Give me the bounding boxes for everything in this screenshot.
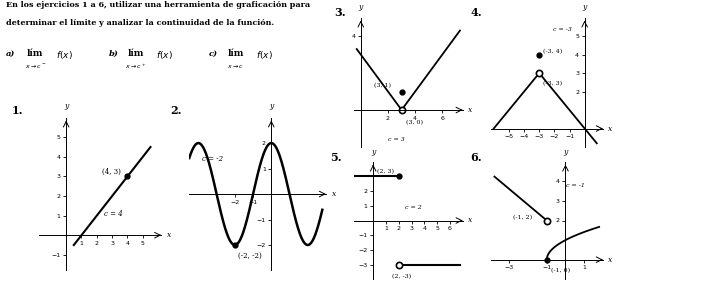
Text: c = 2: c = 2: [405, 205, 422, 210]
Text: a): a): [6, 50, 15, 58]
Text: 4.: 4.: [470, 7, 482, 18]
Text: y: y: [64, 102, 68, 110]
Text: x: x: [468, 216, 472, 225]
Text: c): c): [209, 50, 218, 58]
Text: 2.: 2.: [170, 105, 182, 116]
Text: determinar el límite y analizar la continuidad de la función.: determinar el límite y analizar la conti…: [6, 19, 273, 27]
Text: x: x: [608, 125, 612, 133]
Text: c = -2: c = -2: [202, 155, 223, 163]
Text: x: x: [468, 106, 472, 114]
Text: $f(x)$: $f(x)$: [256, 49, 273, 61]
Text: c = 3: c = 3: [388, 138, 404, 143]
Text: c = -1: c = -1: [566, 183, 585, 188]
Text: y: y: [564, 148, 568, 156]
Text: y: y: [583, 3, 587, 11]
Text: En los ejercicios 1 a 6, utilizar una herramienta de graficación para: En los ejercicios 1 a 6, utilizar una he…: [6, 1, 310, 9]
Text: (3, 1): (3, 1): [374, 83, 390, 88]
Text: y: y: [371, 148, 375, 156]
Text: $x \to c^-$: $x \to c^-$: [25, 62, 46, 70]
Text: (2, -3): (2, -3): [392, 274, 411, 280]
Text: x: x: [608, 256, 612, 264]
Text: (-1, 0): (-1, 0): [551, 268, 570, 273]
Text: y: y: [269, 102, 273, 110]
Text: x: x: [332, 190, 336, 198]
Text: (3, 0): (3, 0): [406, 120, 423, 125]
Text: $x \to c^+$: $x \to c^+$: [125, 62, 147, 71]
Text: lím: lím: [228, 49, 244, 58]
Text: 3.: 3.: [334, 7, 346, 18]
Text: x: x: [167, 231, 171, 239]
Text: lím: lím: [27, 49, 43, 58]
Text: $f(x)$: $f(x)$: [56, 49, 73, 61]
Text: (-3, 3): (-3, 3): [543, 81, 562, 86]
Text: (2, 3): (2, 3): [376, 169, 393, 175]
Text: c = 4: c = 4: [104, 210, 123, 218]
Text: b): b): [109, 50, 118, 58]
Text: (-2, -2): (-2, -2): [238, 251, 261, 260]
Text: y: y: [359, 3, 363, 11]
Text: 1.: 1.: [12, 105, 23, 116]
Text: c = -3: c = -3: [553, 26, 572, 31]
Text: 5.: 5.: [330, 152, 341, 163]
Text: 6.: 6.: [470, 152, 482, 163]
Text: (4, 3): (4, 3): [102, 168, 121, 176]
Text: (-1, 2): (-1, 2): [513, 215, 533, 220]
Text: $x \to c$: $x \to c$: [227, 62, 244, 70]
Text: (-3, 4): (-3, 4): [543, 49, 563, 54]
Text: $f(x)$: $f(x)$: [156, 49, 173, 61]
Text: lím: lím: [128, 49, 144, 58]
